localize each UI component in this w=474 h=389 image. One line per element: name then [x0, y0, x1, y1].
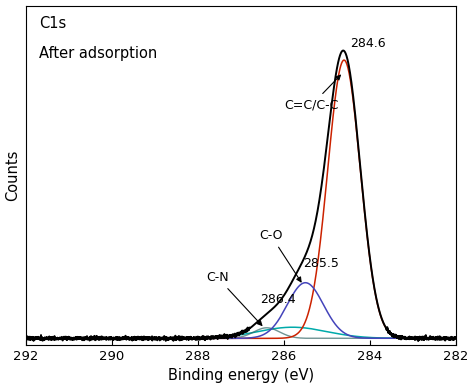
Text: C-O: C-O	[259, 229, 301, 282]
Text: C1s: C1s	[39, 16, 66, 31]
X-axis label: Binding energy (eV): Binding energy (eV)	[168, 368, 314, 384]
Text: 286.4: 286.4	[260, 293, 296, 306]
Y-axis label: Counts: Counts	[6, 150, 20, 201]
Text: 285.5: 285.5	[303, 257, 339, 270]
Text: C-N: C-N	[206, 271, 262, 325]
Text: C=C/C-C: C=C/C-C	[285, 75, 340, 111]
Text: 284.6: 284.6	[350, 37, 386, 50]
Text: After adsorption: After adsorption	[39, 46, 157, 61]
